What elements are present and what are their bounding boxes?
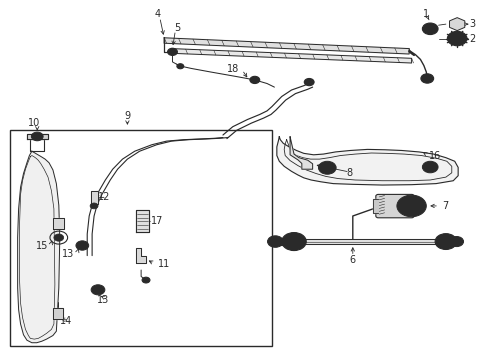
Circle shape: [422, 23, 438, 35]
Text: 9: 9: [124, 111, 130, 121]
FancyBboxPatch shape: [376, 194, 414, 218]
Text: 13: 13: [97, 294, 109, 305]
Circle shape: [421, 74, 434, 83]
Circle shape: [142, 277, 150, 283]
Circle shape: [304, 78, 314, 86]
Circle shape: [177, 64, 184, 69]
Text: 15: 15: [36, 240, 48, 251]
Text: 4: 4: [155, 9, 161, 19]
Circle shape: [288, 237, 300, 246]
Polygon shape: [53, 218, 64, 229]
Polygon shape: [449, 18, 465, 31]
Circle shape: [250, 76, 260, 84]
Circle shape: [31, 132, 43, 141]
Polygon shape: [277, 137, 458, 185]
Circle shape: [168, 48, 177, 55]
Text: 2: 2: [469, 33, 476, 44]
Circle shape: [90, 203, 98, 209]
Polygon shape: [136, 248, 146, 263]
Text: 3: 3: [469, 19, 475, 29]
Polygon shape: [164, 38, 409, 54]
Polygon shape: [445, 238, 455, 244]
Circle shape: [403, 199, 420, 212]
Circle shape: [95, 287, 101, 292]
Text: 1: 1: [423, 9, 429, 19]
Text: 12: 12: [98, 192, 110, 202]
Circle shape: [54, 234, 64, 241]
Text: 16: 16: [429, 150, 441, 161]
Text: 17: 17: [151, 216, 163, 226]
Circle shape: [450, 237, 464, 247]
Text: 8: 8: [346, 168, 353, 178]
Text: 7: 7: [442, 201, 448, 211]
Circle shape: [422, 161, 438, 173]
Text: 13: 13: [62, 249, 74, 259]
Bar: [10, 130, 272, 346]
Polygon shape: [290, 137, 313, 169]
Polygon shape: [53, 308, 63, 319]
Circle shape: [447, 31, 467, 46]
Circle shape: [79, 243, 86, 248]
Circle shape: [435, 234, 457, 249]
Circle shape: [34, 134, 40, 139]
Text: 6: 6: [350, 255, 356, 265]
Polygon shape: [27, 134, 48, 139]
Circle shape: [318, 161, 336, 174]
Circle shape: [426, 26, 434, 32]
Text: 5: 5: [174, 23, 180, 33]
Circle shape: [397, 195, 426, 217]
Polygon shape: [91, 191, 98, 204]
Circle shape: [91, 285, 105, 295]
Polygon shape: [172, 49, 412, 63]
Text: 18: 18: [227, 64, 239, 74]
Polygon shape: [292, 239, 446, 244]
Polygon shape: [373, 199, 378, 213]
Text: 11: 11: [158, 258, 170, 269]
Polygon shape: [18, 151, 60, 343]
Circle shape: [268, 236, 283, 247]
Text: 14: 14: [60, 316, 73, 326]
Text: 10: 10: [28, 118, 40, 128]
Polygon shape: [136, 210, 149, 232]
Circle shape: [282, 233, 306, 251]
Circle shape: [76, 241, 89, 250]
Circle shape: [452, 35, 462, 42]
Circle shape: [441, 238, 451, 245]
Polygon shape: [279, 238, 294, 245]
